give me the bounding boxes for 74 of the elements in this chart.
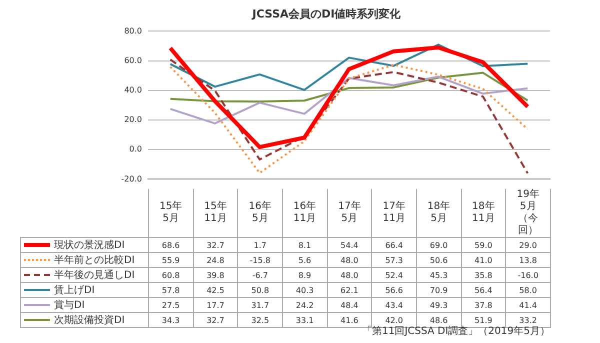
data-label: 13.8 (506, 252, 550, 268)
data-label: 45.3 (416, 268, 462, 282)
data-label: 50.6 (416, 252, 462, 268)
legend-label: 賃上げDI (54, 284, 95, 297)
data-label: 48.0 (327, 268, 372, 282)
data-label: -15.8 (238, 252, 282, 268)
data-label: -6.7 (238, 268, 282, 282)
data-label: 35.8 (461, 268, 506, 282)
chart-title: JCSSA会員のDI値時系列変化 (251, 7, 402, 20)
y-tick-label: 40.0 (124, 85, 142, 94)
data-label: 58.0 (506, 282, 550, 298)
y-tick-label: -20.0 (121, 174, 142, 184)
data-label: 59.0 (461, 238, 506, 252)
data-label: 1.7 (238, 238, 282, 252)
data-label: 48.0 (327, 252, 372, 268)
data-label: 34.3 (148, 312, 194, 328)
data-label: 24.2 (282, 298, 328, 312)
data-label: 68.6 (148, 238, 194, 252)
data-label: 52.4 (372, 268, 416, 282)
x-tick-label: 17年5月 (337, 201, 362, 225)
data-label: 32.7 (193, 312, 238, 328)
data-label: 31.7 (238, 298, 282, 312)
data-label: 49.3 (416, 298, 462, 312)
data-label: 62.1 (327, 282, 372, 298)
x-tick-label: 18年5月 (426, 201, 452, 225)
data-label: 24.8 (193, 252, 238, 268)
text: 「第11回JCSSA DI調査」（2019年5月） (362, 324, 550, 338)
y-tick-label: 20.0 (124, 115, 142, 124)
data-label: 56.4 (461, 282, 506, 298)
data-label: 55.9 (148, 252, 194, 268)
data-label: 66.4 (372, 238, 416, 252)
data-label: 32.7 (193, 238, 238, 252)
data-label: 17.7 (193, 298, 238, 312)
data-label: 57.8 (148, 282, 194, 298)
x-tick-label: 18年11月 (471, 201, 496, 225)
data-label: 8.9 (282, 268, 328, 282)
legend-label: 賞与DI (54, 298, 85, 312)
data-label: 41.0 (461, 252, 506, 268)
x-tick-label: 15年5月 (158, 201, 184, 225)
data-label: 27.5 (148, 298, 194, 312)
data-label: 60.8 (148, 268, 194, 282)
data-label: 33.1 (282, 312, 328, 328)
data-label: 29.0 (506, 238, 550, 252)
legend-label: 次期設備投資DI (54, 314, 125, 327)
data-label: 48.4 (327, 298, 372, 312)
y-tick-label: 60.0 (124, 56, 142, 65)
y-tick-label: 0.0 (129, 144, 142, 154)
data-label: 32.5 (238, 312, 282, 328)
data-label: 8.1 (282, 238, 328, 252)
legend-label: 半年後の見通しDI (54, 268, 135, 282)
x-tick-label: 15年11月 (203, 201, 228, 225)
data-label: 40.3 (282, 282, 328, 298)
x-tick-label: 16年11月 (292, 201, 318, 225)
data-label: 56.6 (372, 282, 416, 298)
data-label: 33.2 (506, 312, 550, 328)
data-label: 70.9 (416, 282, 462, 298)
data-label: 39.8 (193, 268, 238, 282)
data-label: 50.8 (238, 282, 282, 298)
data-label: 57.3 (372, 252, 416, 268)
data-label: -16.0 (506, 268, 550, 282)
data-label: 42.0 (372, 312, 416, 328)
data-label: 42.5 (193, 282, 238, 298)
x-tick-label: 16年5月 (248, 201, 272, 225)
data-label: 5.6 (282, 252, 328, 268)
data-label: 54.4 (327, 238, 372, 252)
data-label: 69.0 (416, 238, 462, 252)
x-tick-label: 17年11月 (382, 201, 406, 225)
data-label: 41.4 (506, 298, 550, 312)
data-label: 43.4 (372, 298, 416, 312)
legend-label: 現状の景況感DI (54, 238, 125, 252)
data-label: 37.8 (461, 298, 506, 312)
legend-label: 半年前との比較DI (54, 254, 135, 267)
x-tick-label: 19年5月（今回） (516, 189, 540, 237)
y-tick-label: 80.0 (124, 26, 142, 36)
